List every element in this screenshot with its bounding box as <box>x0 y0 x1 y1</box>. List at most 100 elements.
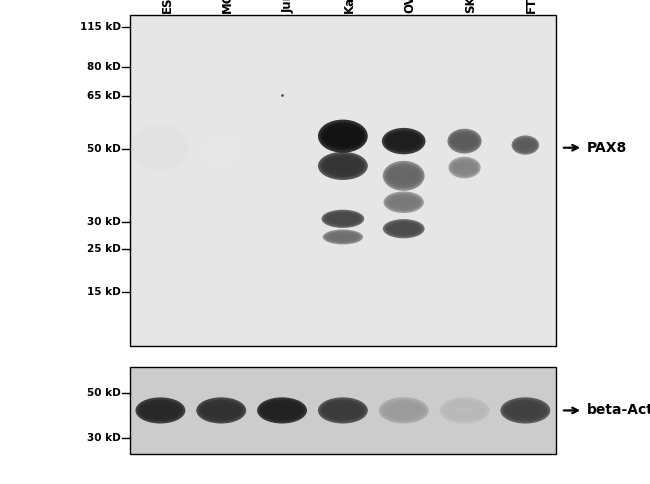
Text: SKOV3: SKOV3 <box>465 0 478 13</box>
Ellipse shape <box>329 233 357 241</box>
Ellipse shape <box>383 161 424 191</box>
Ellipse shape <box>144 140 177 155</box>
Ellipse shape <box>510 406 540 415</box>
Ellipse shape <box>393 227 414 230</box>
Ellipse shape <box>328 406 358 415</box>
Ellipse shape <box>385 164 422 188</box>
Ellipse shape <box>451 133 478 150</box>
Ellipse shape <box>500 397 551 424</box>
Ellipse shape <box>148 408 173 412</box>
Ellipse shape <box>386 132 421 150</box>
Ellipse shape <box>320 122 365 150</box>
Text: PAX8: PAX8 <box>587 141 627 155</box>
Ellipse shape <box>391 136 417 146</box>
Ellipse shape <box>328 214 358 223</box>
Ellipse shape <box>385 221 422 237</box>
Ellipse shape <box>327 232 359 242</box>
Bar <box>130 367 556 454</box>
Ellipse shape <box>132 124 189 171</box>
Ellipse shape <box>326 213 360 225</box>
Ellipse shape <box>506 402 545 419</box>
Bar <box>130 15 556 346</box>
Ellipse shape <box>452 408 477 412</box>
Ellipse shape <box>387 195 420 210</box>
Ellipse shape <box>447 129 482 153</box>
Ellipse shape <box>140 402 180 419</box>
Ellipse shape <box>383 219 424 238</box>
Text: ES2: ES2 <box>161 0 174 13</box>
Ellipse shape <box>257 397 307 424</box>
Ellipse shape <box>379 397 428 424</box>
Ellipse shape <box>450 159 479 177</box>
Ellipse shape <box>135 128 186 167</box>
Ellipse shape <box>389 197 418 208</box>
Ellipse shape <box>454 137 474 145</box>
Ellipse shape <box>385 193 422 211</box>
Ellipse shape <box>324 211 362 227</box>
Ellipse shape <box>326 159 360 173</box>
Ellipse shape <box>393 173 414 178</box>
Ellipse shape <box>143 404 178 417</box>
Ellipse shape <box>322 210 364 228</box>
Ellipse shape <box>138 132 183 163</box>
Ellipse shape <box>202 402 241 419</box>
Ellipse shape <box>198 135 244 167</box>
Ellipse shape <box>140 136 180 159</box>
Text: 15 kD: 15 kD <box>87 287 121 297</box>
Text: 50 kD: 50 kD <box>87 388 121 398</box>
Ellipse shape <box>204 404 239 417</box>
Ellipse shape <box>455 164 474 171</box>
Text: 50 kD: 50 kD <box>87 144 121 154</box>
Ellipse shape <box>196 397 246 424</box>
Ellipse shape <box>514 139 536 151</box>
Ellipse shape <box>391 408 416 412</box>
Text: FT246: FT246 <box>525 0 538 13</box>
Ellipse shape <box>452 160 477 175</box>
Ellipse shape <box>453 162 476 173</box>
Ellipse shape <box>318 397 368 424</box>
Text: 25 kD: 25 kD <box>87 243 121 254</box>
Text: MCF7: MCF7 <box>221 0 234 13</box>
Ellipse shape <box>203 141 239 161</box>
Ellipse shape <box>146 144 175 151</box>
Ellipse shape <box>389 135 419 148</box>
Ellipse shape <box>384 402 424 419</box>
Text: OVSAHO: OVSAHO <box>404 0 417 13</box>
Ellipse shape <box>384 130 423 152</box>
Ellipse shape <box>332 217 354 220</box>
Ellipse shape <box>512 136 539 155</box>
Text: Karamochi: Karamochi <box>343 0 356 13</box>
Ellipse shape <box>387 166 421 186</box>
Ellipse shape <box>389 224 419 233</box>
Ellipse shape <box>323 125 363 147</box>
Ellipse shape <box>515 140 535 150</box>
Ellipse shape <box>393 139 415 143</box>
Ellipse shape <box>328 161 358 170</box>
Ellipse shape <box>389 406 419 415</box>
Ellipse shape <box>391 198 416 206</box>
Ellipse shape <box>195 131 247 171</box>
Ellipse shape <box>508 404 543 417</box>
Ellipse shape <box>199 400 244 421</box>
Ellipse shape <box>513 408 538 412</box>
Ellipse shape <box>267 406 297 415</box>
Ellipse shape <box>205 144 237 158</box>
Ellipse shape <box>325 231 361 243</box>
Ellipse shape <box>382 400 426 421</box>
Text: Jurkat: Jurkat <box>282 0 295 13</box>
Ellipse shape <box>320 400 365 421</box>
Ellipse shape <box>323 156 363 175</box>
Ellipse shape <box>326 128 360 144</box>
Ellipse shape <box>450 406 480 415</box>
Ellipse shape <box>384 192 424 213</box>
Ellipse shape <box>138 400 183 421</box>
Ellipse shape <box>386 404 421 417</box>
Ellipse shape <box>262 402 302 419</box>
Ellipse shape <box>330 408 356 412</box>
Ellipse shape <box>328 131 358 142</box>
Ellipse shape <box>206 406 236 415</box>
Ellipse shape <box>318 152 368 180</box>
Text: 30 kD: 30 kD <box>87 217 121 227</box>
Ellipse shape <box>333 236 353 238</box>
Ellipse shape <box>517 142 534 148</box>
